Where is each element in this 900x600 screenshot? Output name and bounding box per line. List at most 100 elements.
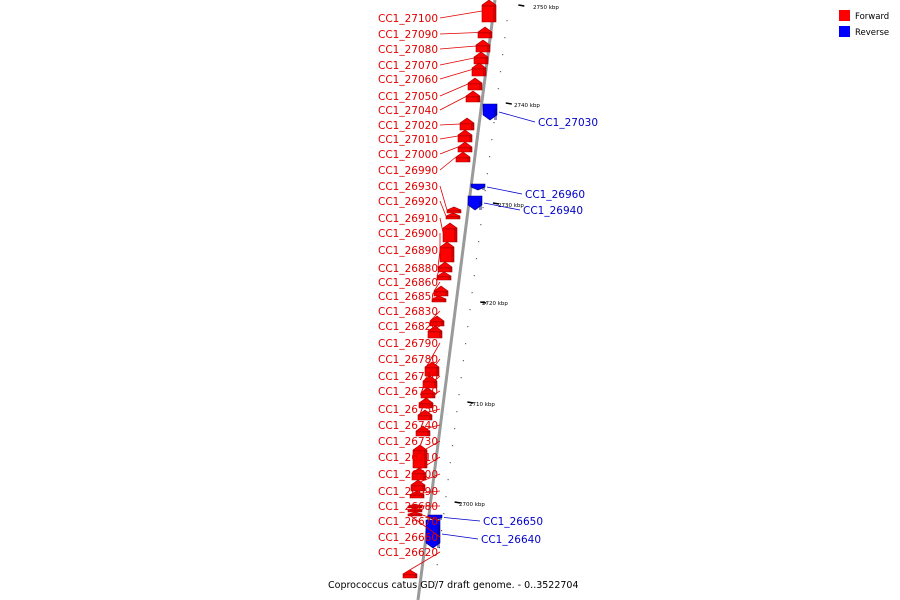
forward-gene-leader — [411, 456, 441, 475]
forward-gene-arrow — [436, 271, 452, 281]
forward-gene-leader — [427, 325, 441, 333]
forward-gene-arrow — [445, 212, 461, 220]
tick-label: 2740 kbp — [514, 103, 540, 109]
forward-gene-label: CC1_27100 — [378, 13, 438, 25]
minor-tick-mark — [493, 122, 495, 124]
forward-gene-arrow — [410, 479, 426, 492]
forward-gene-label: CC1_26880 — [378, 263, 438, 275]
minor-tick-mark — [475, 258, 478, 260]
forward-gene-label: CC1_26760 — [378, 386, 438, 398]
forward-gene-arrow — [481, 0, 497, 23]
forward-gene-leader — [410, 473, 441, 486]
reverse-gene-label: CC1_26640 — [481, 534, 541, 546]
minor-tick-mark — [469, 309, 471, 311]
forward-gene-label: CC1_26670 — [378, 516, 438, 528]
forward-gene-label: CC1_26860 — [378, 277, 438, 289]
legend-reverse-label: Reverse — [855, 28, 889, 38]
major-tick-mark — [454, 501, 461, 504]
forward-gene-label: CC1_26790 — [378, 338, 438, 350]
legend-forward-label: Forward — [855, 12, 889, 22]
forward-gene-label: CC1_26620 — [378, 547, 438, 559]
forward-gene-arrow — [422, 375, 438, 389]
genome-caption: Coprococcus catus GD/7 draft genome. - 0… — [328, 580, 579, 591]
forward-gene-leader — [415, 424, 441, 432]
major-tick-mark — [467, 401, 474, 404]
forward-gene-leader — [431, 295, 441, 300]
minor-tick-mark — [440, 530, 443, 532]
forward-gene-leader — [439, 57, 475, 66]
reverse-gene-arrow — [482, 103, 498, 121]
forward-gene-arrow — [439, 241, 455, 263]
reverse-gene-leader — [483, 202, 521, 211]
tick-label: 2710 kbp — [469, 402, 495, 408]
minor-tick-mark — [438, 547, 441, 549]
reverse-gene-label: CC1_26960 — [525, 189, 585, 201]
minor-tick-mark — [482, 207, 484, 209]
forward-gene-label: CC1_27080 — [378, 44, 438, 56]
minor-tick-mark — [473, 275, 475, 277]
legend: Forward Reverse — [839, 10, 889, 38]
forward-gene-arrow — [457, 129, 473, 143]
forward-gene-arrow — [409, 490, 425, 499]
minor-tick-mark — [504, 37, 506, 39]
forward-gene-leader — [429, 310, 441, 322]
forward-gene-label: CC1_27090 — [378, 29, 438, 41]
forward-gene-arrow — [427, 325, 443, 339]
forward-gene-leader — [439, 217, 444, 233]
tick-label: 2730 kbp — [498, 203, 524, 209]
forward-gene-label: CC1_26910 — [378, 213, 438, 225]
forward-gene-label: CC1_26890 — [378, 245, 438, 257]
forward-gene-arrow — [429, 315, 445, 327]
minor-tick-mark — [458, 394, 460, 396]
forward-gene-leader — [433, 281, 441, 292]
forward-gene-arrow — [475, 39, 491, 53]
forward-gene-arrow — [446, 206, 462, 214]
minor-tick-mark — [471, 292, 473, 294]
forward-gene-leader — [407, 513, 441, 538]
forward-gene-label: CC1_26660 — [378, 532, 438, 544]
forward-gene-arrow — [457, 141, 473, 153]
forward-gene-leader — [422, 358, 441, 383]
forward-gene-leader — [439, 200, 447, 217]
minor-tick-mark — [462, 360, 464, 362]
forward-gene-label: CC1_26770 — [378, 371, 438, 383]
forward-gene-label: CC1_26850 — [378, 291, 438, 303]
forward-gene-label: CC1_26900 — [378, 228, 438, 240]
minor-tick-mark — [491, 139, 493, 141]
forward-gene-leader — [439, 146, 459, 155]
reverse-gene-arrow — [467, 195, 483, 211]
forward-gene-label: CC1_27050 — [378, 91, 438, 103]
minor-tick-mark — [445, 496, 447, 498]
minor-tick-mark — [497, 88, 499, 90]
forward-gene-arrow — [467, 77, 483, 91]
forward-gene-label: CC1_26930 — [378, 181, 438, 193]
forward-gene-leader — [417, 408, 441, 416]
forward-gene-leader — [418, 390, 441, 404]
major-tick-mark — [505, 102, 512, 105]
minor-tick-mark — [464, 343, 467, 345]
major-tick-mark — [518, 4, 525, 7]
genome-axis — [416, 0, 497, 600]
reverse-gene-label: CC1_26940 — [523, 205, 583, 217]
forward-gene-leader — [407, 509, 441, 522]
minor-tick-mark — [456, 411, 458, 413]
tick-label: 2720 kbp — [482, 301, 508, 307]
minor-tick-mark — [467, 326, 469, 328]
forward-gene-arrow — [433, 285, 449, 297]
forward-gene-arrow — [411, 467, 427, 481]
tick-label: 2750 kbp — [533, 5, 559, 11]
forward-gene-leader — [439, 156, 457, 171]
minor-tick-mark — [434, 581, 436, 583]
forward-gene-leader — [402, 551, 441, 575]
forward-gene-label: CC1_27040 — [378, 105, 438, 117]
forward-gene-leader — [439, 96, 467, 111]
scale-ticks: 2750 kbp 2740 kbp 2730 kbp 2720 kbp 2710 kbp… — [434, 4, 559, 583]
legend-forward-swatch — [839, 10, 850, 21]
forward-gene-arrow — [471, 62, 487, 77]
tick-label: 2700 kbp — [459, 502, 485, 508]
forward-gene-arrow — [402, 569, 418, 579]
forward-gene-label: CC1_26830 — [378, 306, 438, 318]
forward-gene-label: CC1_26730 — [378, 436, 438, 448]
forward-gene-label: CC1_26820 — [378, 321, 438, 333]
minor-tick-mark — [447, 479, 449, 481]
